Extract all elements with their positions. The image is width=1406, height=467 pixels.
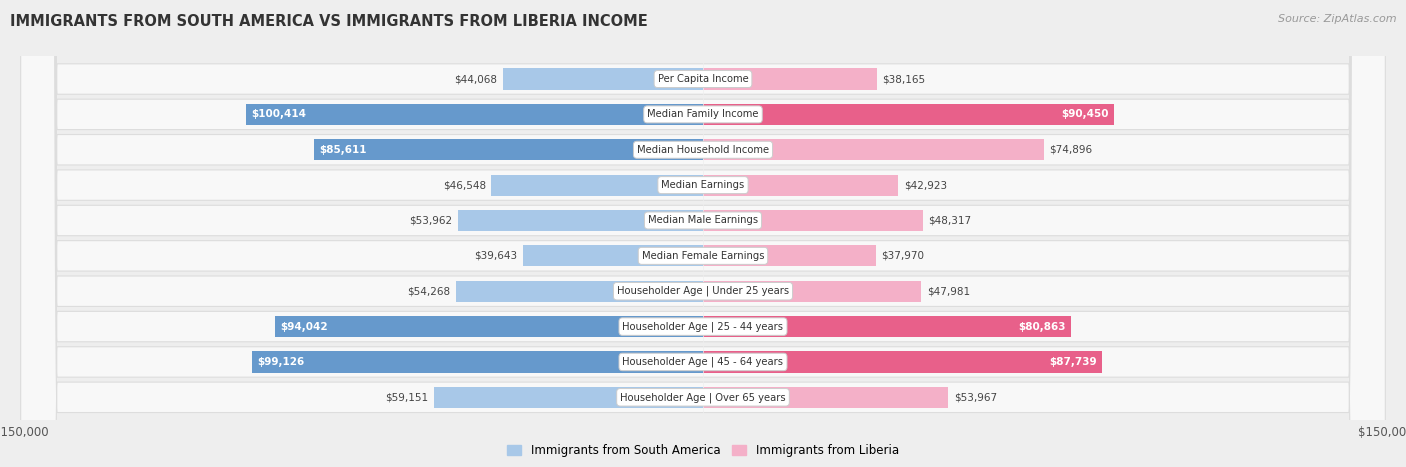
Text: $87,739: $87,739 (1049, 357, 1097, 367)
Text: $59,151: $59,151 (385, 392, 429, 402)
Bar (703, 281, 921, 302)
Text: Householder Age | 25 - 44 years: Householder Age | 25 - 44 years (623, 321, 783, 332)
Text: $53,967: $53,967 (953, 392, 997, 402)
Bar (703, 139, 1043, 160)
Text: $39,643: $39,643 (474, 251, 517, 261)
Text: Median Family Income: Median Family Income (647, 109, 759, 120)
FancyBboxPatch shape (21, 0, 1385, 467)
Text: $46,548: $46,548 (443, 180, 486, 190)
Text: $100,414: $100,414 (252, 109, 307, 120)
Text: $44,068: $44,068 (454, 74, 498, 84)
Text: Householder Age | Over 65 years: Householder Age | Over 65 years (620, 392, 786, 403)
FancyBboxPatch shape (21, 0, 1385, 467)
Bar (252, 351, 703, 373)
FancyBboxPatch shape (21, 0, 1385, 467)
Text: Median Female Earnings: Median Female Earnings (641, 251, 765, 261)
Text: $48,317: $48,317 (928, 215, 972, 226)
Text: Median Earnings: Median Earnings (661, 180, 745, 190)
Text: $37,970: $37,970 (882, 251, 924, 261)
Bar (703, 245, 876, 267)
Text: $54,268: $54,268 (408, 286, 451, 296)
Bar (703, 316, 1071, 337)
Text: Per Capita Income: Per Capita Income (658, 74, 748, 84)
Text: $74,896: $74,896 (1049, 145, 1092, 155)
Bar (703, 69, 876, 90)
Text: $90,450: $90,450 (1062, 109, 1109, 120)
Text: $53,962: $53,962 (409, 215, 453, 226)
FancyBboxPatch shape (21, 0, 1385, 467)
Bar (456, 281, 703, 302)
Text: $38,165: $38,165 (882, 74, 925, 84)
FancyBboxPatch shape (21, 0, 1385, 467)
Text: Median Male Earnings: Median Male Earnings (648, 215, 758, 226)
Bar (276, 316, 703, 337)
Bar (434, 387, 703, 408)
Text: IMMIGRANTS FROM SOUTH AMERICA VS IMMIGRANTS FROM LIBERIA INCOME: IMMIGRANTS FROM SOUTH AMERICA VS IMMIGRA… (10, 14, 648, 29)
Legend: Immigrants from South America, Immigrants from Liberia: Immigrants from South America, Immigrant… (502, 439, 904, 462)
Text: Median Household Income: Median Household Income (637, 145, 769, 155)
Bar (491, 175, 703, 196)
Text: $42,923: $42,923 (904, 180, 946, 190)
FancyBboxPatch shape (21, 0, 1385, 467)
FancyBboxPatch shape (21, 0, 1385, 467)
Bar (703, 104, 1115, 125)
Bar (703, 175, 898, 196)
Bar (457, 210, 703, 231)
Bar (703, 210, 922, 231)
Bar (246, 104, 703, 125)
Text: $99,126: $99,126 (257, 357, 305, 367)
Text: Householder Age | 45 - 64 years: Householder Age | 45 - 64 years (623, 357, 783, 367)
Text: Source: ZipAtlas.com: Source: ZipAtlas.com (1278, 14, 1396, 24)
Text: $94,042: $94,042 (281, 322, 329, 332)
Text: $80,863: $80,863 (1018, 322, 1066, 332)
FancyBboxPatch shape (21, 0, 1385, 467)
Bar (703, 351, 1102, 373)
Bar (502, 69, 703, 90)
FancyBboxPatch shape (21, 0, 1385, 467)
Text: Householder Age | Under 25 years: Householder Age | Under 25 years (617, 286, 789, 297)
FancyBboxPatch shape (21, 0, 1385, 467)
Text: $85,611: $85,611 (319, 145, 367, 155)
Text: $47,981: $47,981 (927, 286, 970, 296)
Bar (703, 387, 949, 408)
Bar (314, 139, 703, 160)
Bar (523, 245, 703, 267)
